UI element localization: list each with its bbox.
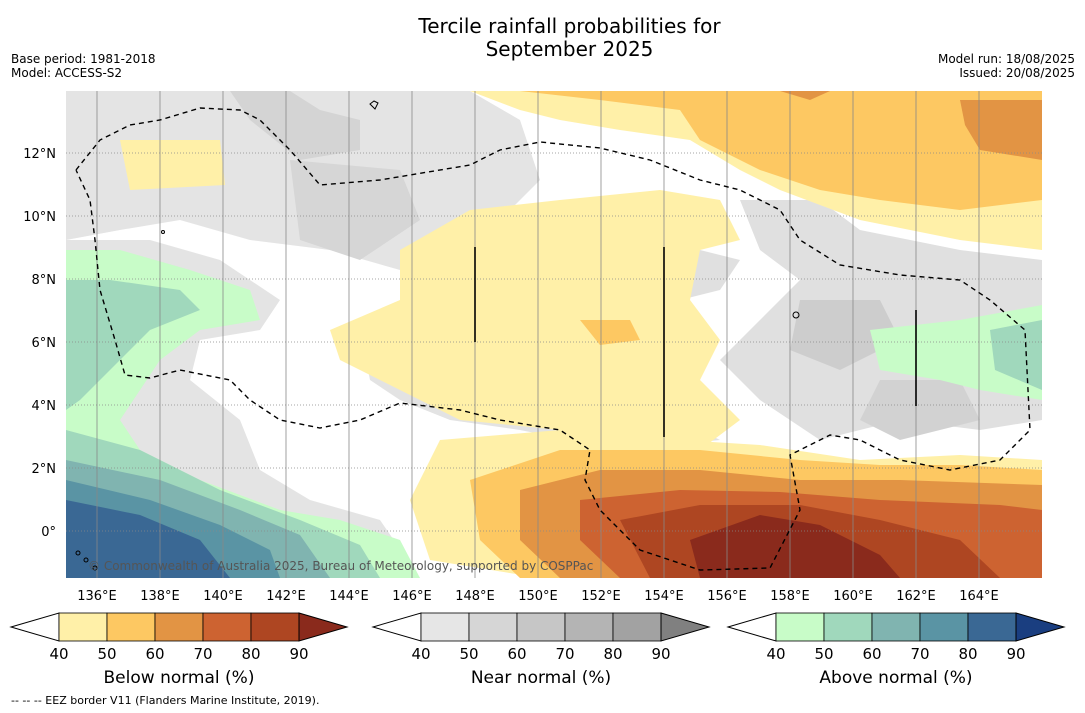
colorbar-segment [775, 612, 825, 642]
colorbar-tick-label: 50 [459, 645, 478, 663]
colorbar-tick-label: 70 [193, 645, 212, 663]
base-period: Base period: 1981-2018 [11, 52, 156, 66]
longitude-gridlines [96, 91, 980, 578]
colorbar-tick-label: 60 [145, 645, 164, 663]
copyright-notice: © Commonwealth of Australia 2025, Bureau… [88, 559, 593, 573]
title-line-2: September 2025 [485, 37, 654, 61]
model-run: Model run: 18/08/2025 [937, 52, 1075, 66]
eez-border [75, 107, 1031, 571]
colorbar-tick-label: 80 [958, 645, 977, 663]
colorbar-segment [564, 612, 614, 642]
colorbar-tick-label: 50 [814, 645, 833, 663]
lon-label: 162°E [896, 589, 936, 604]
issued-date: Issued: 20/08/2025 [959, 66, 1075, 80]
colorbar-min-triangle [726, 612, 777, 642]
colorbar-above-normal: 40 50 60 70 80 90 [726, 612, 1066, 663]
colorbar-segment [250, 612, 300, 642]
meta-left: Base period: 1981-2018 Model: ACCESS-S2 [11, 52, 156, 80]
model-name: Model: ACCESS-S2 [11, 66, 123, 80]
lon-label: 144°E [329, 589, 369, 604]
colorbar-max-triangle [660, 612, 711, 642]
lat-label: 2°N [32, 462, 57, 477]
colorbar-below-normal: 40 50 60 70 80 90 [9, 612, 349, 663]
lon-label: 150°E [518, 589, 558, 604]
colorbar-segment [919, 612, 969, 642]
colorbar-tick-label: 50 [97, 645, 116, 663]
latitude-gridlines [66, 152, 1042, 532]
colorbar-segment [612, 612, 662, 642]
colorbar-tick-label: 80 [241, 645, 260, 663]
colorbar-tick-label: 90 [1006, 645, 1025, 663]
colorbar-tick-label: 40 [766, 645, 785, 663]
colorbar-segment [516, 612, 566, 642]
longitude-labels: 136°E 138°E 140°E 142°E 144°E 146°E 148°… [77, 589, 999, 604]
lat-label: 0° [41, 525, 56, 540]
colorbar-segment [202, 612, 252, 642]
colorbar-segment [823, 612, 873, 642]
colorbar-near-normal: 40 50 60 70 80 90 [371, 612, 711, 663]
lon-label: 154°E [644, 589, 684, 604]
colorbar-tick-label: 70 [910, 645, 929, 663]
colorbar-label-near: Near normal (%) [470, 668, 612, 688]
lat-label: 6°N [32, 336, 57, 351]
lon-label: 148°E [455, 589, 495, 604]
lon-label: 142°E [266, 589, 306, 604]
map-title: Tercile rainfall probabilities for Septe… [0, 15, 1085, 61]
colorbar-segment [58, 612, 108, 642]
colorbar-tick-label: 70 [555, 645, 574, 663]
colorbar-segment [871, 612, 921, 642]
colorbar-segment [106, 612, 156, 642]
lon-label: 136°E [77, 589, 117, 604]
colorbar-tick-label: 90 [651, 645, 670, 663]
colorbar-segment [468, 612, 518, 642]
colorbar-min-triangle [371, 612, 422, 642]
colorbar-tick-label: 90 [289, 645, 308, 663]
latitude-labels: 12°N 10°N 8°N 6°N 4°N 2°N 0° [23, 147, 56, 540]
colorbar-label-below: Below normal (%) [103, 668, 255, 688]
lat-label: 10°N [23, 210, 56, 225]
lon-label: 164°E [959, 589, 999, 604]
eez-segments [474, 247, 917, 437]
eez-footnote: -- -- -- EEZ border V11 (Flanders Marine… [11, 694, 320, 707]
meta-right: Model run: 18/08/2025 Issued: 20/08/2025 [938, 52, 1075, 80]
lon-label: 160°E [833, 589, 873, 604]
lon-label: 146°E [392, 589, 432, 604]
lon-label: 156°E [707, 589, 747, 604]
colorbar-segment [967, 612, 1017, 642]
colorbar-tick-label: 40 [411, 645, 430, 663]
lon-label: 140°E [203, 589, 243, 604]
colorbar-label-above: Above normal (%) [819, 668, 973, 688]
lat-label: 4°N [32, 399, 57, 414]
lon-label: 158°E [770, 589, 810, 604]
lat-label: 8°N [32, 273, 57, 288]
colorbar-max-triangle [298, 612, 349, 642]
probability-field [66, 91, 1042, 578]
islands [75, 100, 800, 571]
colorbar-tick-label: 60 [862, 645, 881, 663]
colorbar-tick-label: 60 [507, 645, 526, 663]
colorbar-tick-label: 40 [49, 645, 68, 663]
colorbar-segment [420, 612, 470, 642]
lon-label: 152°E [581, 589, 621, 604]
colorbar-tick-label: 80 [603, 645, 622, 663]
lat-label: 12°N [23, 147, 56, 162]
lon-label: 138°E [140, 589, 180, 604]
colorbar-max-triangle [1015, 612, 1066, 642]
colorbar-segment [154, 612, 204, 642]
title-line-1: Tercile rainfall probabilities for [418, 14, 721, 38]
colorbar-min-triangle [9, 612, 60, 642]
